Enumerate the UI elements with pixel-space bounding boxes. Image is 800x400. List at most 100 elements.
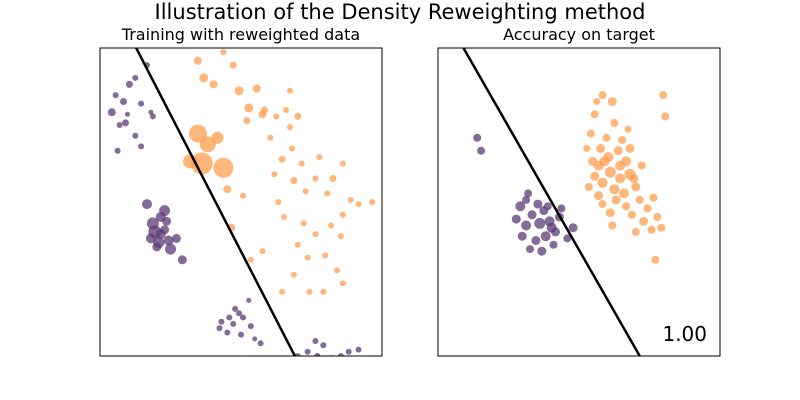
- class-1-point: [220, 49, 227, 56]
- class-1-point: [610, 118, 619, 127]
- class-1-point: [275, 199, 282, 205]
- class-0-point: [171, 233, 181, 243]
- class-1-point: [615, 173, 626, 184]
- class-0-point: [521, 220, 532, 231]
- class-0-point: [320, 342, 327, 349]
- class-1-point: [609, 184, 620, 195]
- class-0-point: [568, 223, 578, 233]
- class-0-point: [124, 111, 130, 117]
- class-0-point: [177, 255, 187, 265]
- class-1-point: [586, 129, 595, 138]
- class-0-point: [236, 310, 242, 317]
- class-1-point: [627, 210, 636, 219]
- class-1-point: [618, 136, 627, 144]
- class-1-point: [281, 214, 288, 220]
- class-0-point: [138, 143, 145, 150]
- right-panel-title: Accuracy on target: [503, 25, 655, 44]
- class-1-point: [584, 183, 593, 191]
- class-1-point: [653, 213, 662, 221]
- class-1-point: [199, 73, 209, 83]
- class-0-point: [340, 364, 346, 370]
- class-1-point: [302, 188, 309, 195]
- class-0-point: [524, 189, 533, 198]
- decision-boundary-line: [134, 48, 297, 356]
- class-1-point: [261, 106, 268, 114]
- class-1-point: [639, 216, 649, 226]
- class-1-point: [273, 113, 280, 120]
- class-1-point: [247, 256, 254, 263]
- class-0-point: [149, 113, 156, 120]
- class-1-point: [596, 144, 605, 153]
- class-1-point: [252, 84, 261, 93]
- class-1-point: [347, 196, 354, 203]
- class-1-point: [312, 231, 319, 238]
- class-1-point: [279, 288, 286, 295]
- class-0-point: [138, 100, 145, 107]
- class-1-point: [244, 103, 254, 113]
- class-0-point: [232, 305, 239, 312]
- class-0-point: [238, 331, 244, 338]
- class-1-point: [229, 61, 237, 69]
- class-1-point: [267, 134, 274, 141]
- class-0-point: [247, 323, 254, 330]
- class-0-point: [257, 340, 264, 347]
- class-1-point: [234, 86, 244, 96]
- class-1-point: [298, 160, 305, 167]
- class-0-point: [537, 246, 547, 256]
- class-1-point: [624, 125, 632, 133]
- class-1-point: [190, 152, 213, 175]
- class-0-point: [162, 216, 172, 226]
- class-1-point: [287, 87, 293, 94]
- class-0-point: [348, 362, 354, 368]
- class-0-point: [163, 235, 174, 246]
- left-axes-frame: [99, 47, 383, 357]
- class-1-point: [593, 98, 601, 105]
- class-1-point: [635, 195, 644, 204]
- class-0-point: [132, 132, 139, 139]
- class-0-point: [515, 201, 526, 212]
- class-0-point: [224, 329, 231, 336]
- class-1-point: [598, 200, 607, 209]
- class-0-point: [314, 353, 321, 356]
- class-0-point: [216, 325, 223, 332]
- class-0-point: [122, 119, 129, 127]
- class-1-point: [199, 136, 216, 153]
- class-1-point: [294, 112, 302, 120]
- class-1-point: [312, 175, 319, 182]
- left-panel-title: Training with reweighted data: [121, 25, 360, 44]
- class-0-point: [355, 346, 362, 353]
- class-1-point: [613, 146, 623, 156]
- class-0-point: [246, 297, 252, 303]
- class-0-point: [240, 314, 246, 321]
- class-1-point: [661, 112, 670, 121]
- class-0-point: [218, 318, 225, 325]
- class-0-point: [294, 353, 301, 356]
- right-plot-area: [462, 48, 670, 356]
- accuracy-score: 1.00: [662, 322, 707, 346]
- class-1-point: [643, 204, 652, 213]
- class-0-point: [546, 222, 557, 233]
- class-1-point: [611, 195, 621, 205]
- figure-title: Illustration of the Density Reweighting …: [154, 0, 646, 24]
- class-0-point: [531, 236, 541, 245]
- class-0-point: [318, 366, 324, 372]
- class-1-point: [316, 154, 323, 161]
- class-1-point: [283, 107, 289, 113]
- class-0-point: [540, 231, 551, 242]
- class-0-point: [112, 92, 119, 99]
- class-1-point: [304, 254, 311, 261]
- class-1-point: [657, 223, 666, 232]
- class-1-point: [324, 190, 331, 197]
- class-1-point: [649, 193, 658, 202]
- class-1-point: [337, 233, 344, 240]
- class-1-point: [590, 171, 600, 181]
- class-1-point: [607, 97, 617, 106]
- class-0-point: [473, 133, 482, 142]
- class-0-point: [234, 357, 240, 363]
- class-1-point: [300, 220, 307, 227]
- class-0-point: [534, 217, 546, 229]
- class-1-point: [328, 222, 335, 229]
- class-1-point: [647, 225, 656, 234]
- class-1-point: [322, 252, 329, 259]
- class-1-point: [278, 155, 286, 163]
